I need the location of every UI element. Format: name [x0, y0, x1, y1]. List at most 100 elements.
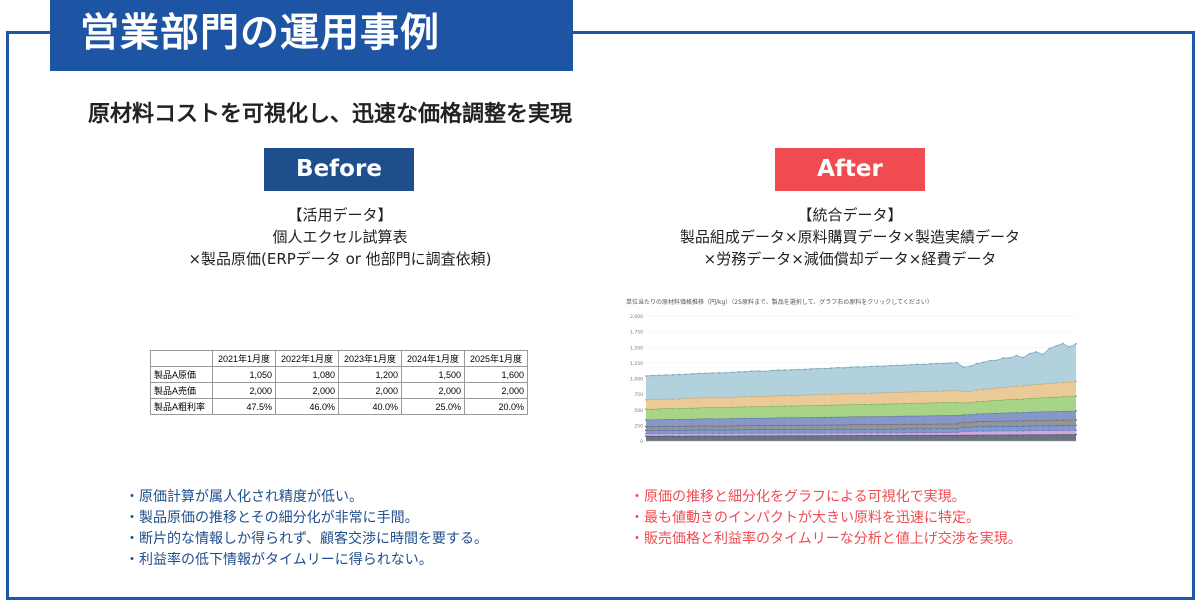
after-badge: After [775, 148, 925, 191]
series-area [646, 396, 1076, 420]
table-cell: 46.0% [275, 398, 339, 415]
table-cell: 1,200 [338, 366, 402, 383]
data-point [817, 367, 819, 370]
table-cell: 2,000 [401, 382, 465, 399]
data-point [1075, 342, 1077, 345]
data-point [942, 362, 945, 365]
y-tick-label: 1,500 [630, 345, 643, 351]
data-point [1068, 346, 1071, 348]
series-area [646, 381, 1076, 410]
table-cell: 2,000 [275, 382, 339, 399]
page-subtitle: 原材料コストを可視化し、迅速な価格調整を実現 [88, 102, 573, 127]
series-area [646, 343, 1076, 400]
y-tick-label: 0 [640, 439, 643, 445]
data-point [764, 370, 766, 373]
data-point [1048, 347, 1051, 350]
data-point [731, 371, 733, 374]
data-point [698, 372, 700, 375]
y-tick-label: 500 [634, 408, 643, 414]
data-point [982, 361, 985, 364]
data-point [969, 365, 972, 368]
cost-table: 2021年1月度 2022年1月度 2023年1月度 2024年1月度 2025… [150, 350, 528, 415]
data-point [704, 372, 707, 375]
data-point [1008, 357, 1011, 359]
data-point [989, 359, 991, 362]
data-point [777, 369, 780, 371]
table-cell: 47.5% [212, 398, 276, 415]
before-line: 個人エクセル試算表 [272, 228, 408, 246]
data-point [678, 373, 680, 376]
data-point [810, 368, 813, 370]
data-point [671, 373, 674, 376]
table-cell: 20.0% [464, 398, 528, 415]
data-point [737, 370, 740, 373]
table-cell: 製品A売価 [150, 382, 213, 399]
data-point [823, 367, 826, 370]
data-point [909, 363, 912, 366]
data-point [645, 375, 647, 377]
data-point [922, 363, 925, 366]
before-badge: Before [264, 148, 414, 191]
data-point [1035, 351, 1038, 353]
series-line [645, 343, 1077, 377]
data-point [876, 365, 879, 367]
table-header-cell: 2022年1月度 [275, 350, 339, 367]
data-point [856, 365, 859, 368]
y-tick-label: 2,000 [630, 314, 643, 320]
table-row: 製品A粗利率 47.5% 46.0% 40.0% 25.0% 20.0% [150, 398, 528, 415]
data-point [850, 366, 852, 368]
table-header-cell: 2023年1月度 [338, 350, 402, 367]
table-cell: 25.0% [401, 398, 465, 415]
data-point [975, 362, 978, 365]
before-line: ×製品原価(ERPデータ or 他部門に調査依頼) [188, 250, 492, 268]
before-bullets: ・原価計算が属人化され精度が低い。 ・製品原価の推移とその細分化が非常に手間。 … [125, 487, 488, 571]
table-header-cell: 2024年1月度 [401, 350, 465, 367]
table-header-cell [150, 350, 213, 367]
data-point [790, 368, 793, 371]
data-point [803, 368, 806, 371]
data-point [757, 370, 760, 372]
data-point [691, 373, 694, 375]
after-data-description: 【統合データ】 製品組成データ×原料購買データ×製造実績データ ×労務データ×減… [640, 204, 1060, 270]
table-cell: 2,000 [464, 382, 528, 399]
data-point [1002, 357, 1005, 359]
data-point [658, 374, 661, 377]
data-point [956, 361, 958, 364]
y-tick-label: 1,750 [630, 330, 643, 336]
data-point [995, 359, 998, 362]
data-point [929, 362, 932, 365]
table-cell: 製品A原価 [150, 366, 213, 383]
table-header-row: 2021年1月度 2022年1月度 2023年1月度 2024年1月度 2025… [150, 350, 528, 367]
page-frame [6, 31, 1195, 600]
data-point [883, 365, 886, 367]
data-point [797, 368, 800, 371]
data-point [836, 366, 839, 369]
before-data-description: 【活用データ】 個人エクセル試算表 ×製品原価(ERPデータ or 他部門に調査… [140, 204, 540, 270]
y-tick-label: 750 [634, 392, 643, 398]
after-bullets: ・原価の推移と細分化をグラフによる可視化で実現。 ・最も値動きのインパクトが大き… [630, 487, 1022, 550]
data-point [744, 371, 747, 373]
data-point [830, 367, 833, 369]
bullet-item: ・原価の推移と細分化をグラフによる可視化で実現。 [630, 489, 966, 505]
after-line: 【統合データ】 [797, 206, 903, 224]
table-row: 製品A売価 2,000 2,000 2,000 2,000 2,000 [150, 382, 528, 399]
table-cell: 1,050 [212, 366, 276, 383]
data-point [1022, 356, 1024, 359]
before-line: 【活用データ】 [287, 206, 393, 224]
data-point [903, 364, 905, 366]
data-point [1061, 342, 1064, 345]
table-cell: 1,080 [275, 366, 339, 383]
bullet-item: ・最も値動きのインパクトが大きい原料を迅速に特定。 [630, 510, 980, 526]
chart-title: 単位当たりの原材料価格推移（円/kg）（25原料まで、製品を選択して、グラフ右の… [626, 299, 933, 306]
page-title: 営業部門の運用事例 [80, 11, 441, 56]
after-line: 製品組成データ×原料購買データ×製造実績データ [679, 228, 1021, 246]
data-point [870, 365, 872, 368]
data-point [1042, 353, 1044, 356]
data-point [750, 370, 753, 372]
table-header-cell: 2021年1月度 [212, 350, 276, 367]
data-point [724, 372, 727, 374]
bullet-item: ・原価計算が属人化され精度が低い。 [125, 489, 363, 505]
after-line: ×労務データ×減価償却データ×経費データ [703, 250, 997, 268]
data-point [896, 364, 899, 367]
table-cell: 1,500 [401, 366, 465, 383]
